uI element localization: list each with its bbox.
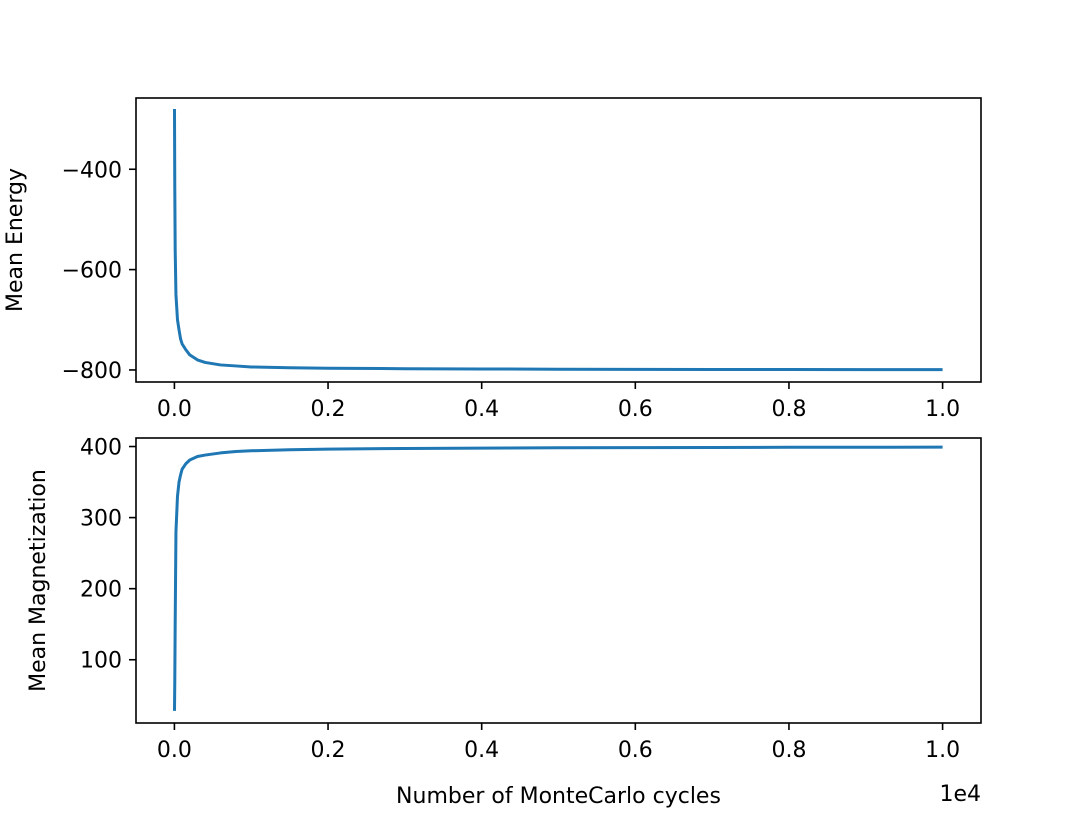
plot-0-y-tick-label: −600 [62, 259, 122, 284]
plot-1-x-offset-label: 1e4 [939, 782, 981, 807]
plot-1-x-tick-label: 0.6 [618, 738, 653, 763]
plot-1-y-tick-label: 400 [80, 436, 122, 461]
plot-1-y-tick-label: 200 [80, 578, 122, 603]
plot-0-x-tick-label: 0.8 [771, 397, 806, 422]
plot-0-y-tick-label: −800 [62, 359, 122, 384]
plot-1-x-tick-label: 0.4 [464, 738, 499, 763]
plot-0-x-tick-label: 0.0 [157, 397, 192, 422]
plot-0-x-tick-label: 0.2 [311, 397, 346, 422]
plot-0-x-tick-label: 0.6 [618, 397, 653, 422]
plot-0-x-tick-label: 1.0 [925, 397, 960, 422]
plot-1-y-tick-label: 300 [80, 507, 122, 532]
plot-0-axes-frame [135, 97, 982, 383]
plot-0-series-line [172, 109, 943, 372]
plot-1-x-tick-label: 1.0 [925, 738, 960, 763]
plot-0-y-tick-label: −400 [62, 158, 122, 183]
plot-1-y-axis-label: Mean Magnetization [26, 469, 51, 692]
energy-subplot: 0.0 0.2 0.4 0.6 0.8 1.0 −400 −600 −800 Mean Energ… [3, 97, 982, 422]
plot-1-axes-frame [135, 437, 982, 724]
plot-1-y-tick-label: 100 [80, 649, 122, 674]
plot-1-x-tick-label: 0.0 [157, 738, 192, 763]
plot-1-x-tick-label: 0.2 [311, 738, 346, 763]
plot-1-series-line [172, 445, 943, 711]
plot-1-x-axis-label: Number of MonteCarlo cycles [396, 784, 721, 809]
plot-1-x-tick-label: 0.8 [771, 738, 806, 763]
magnetization-subplot: 0.0 0.2 0.4 0.6 0.8 1.0 100 200 300 400 Mean Magne… [26, 436, 982, 809]
plot-0-x-tick-label: 0.4 [464, 397, 499, 422]
plot-0-y-axis-label: Mean Energy [3, 168, 28, 312]
